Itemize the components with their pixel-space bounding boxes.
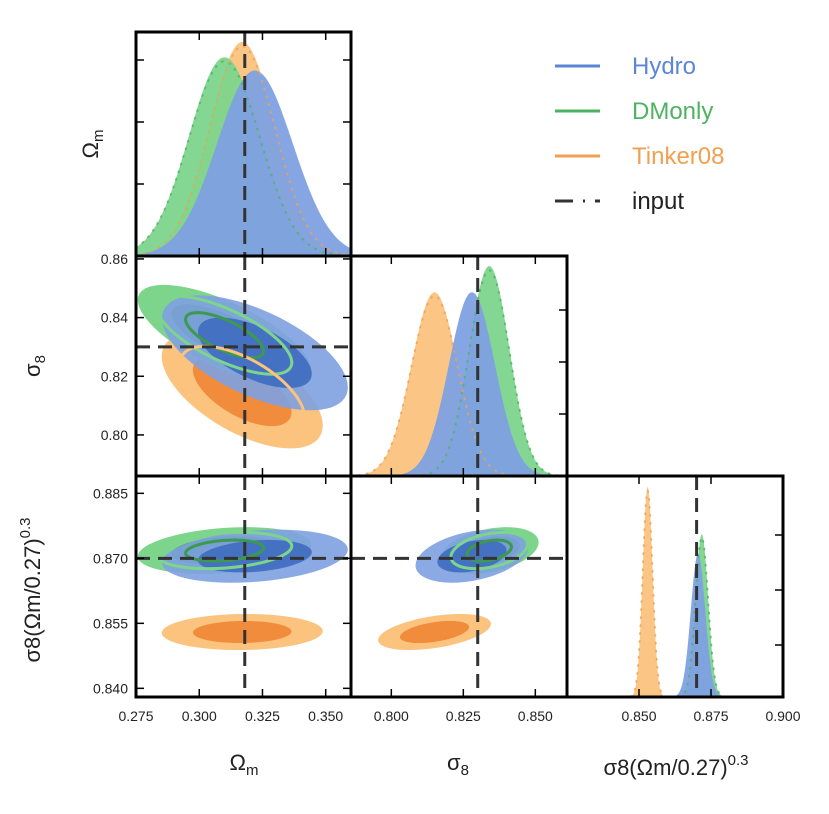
contour-line-dmonly (465, 538, 513, 563)
y-axis-title-omega-m: Ωm (78, 130, 107, 159)
density-tinker08 (567, 486, 783, 697)
y-tick-label-S8: 0.885 (93, 485, 128, 501)
legend-label-dmonly: DMonly (632, 98, 713, 125)
density-hydro (136, 70, 351, 256)
panel-2-1 (351, 476, 567, 697)
x-axis-title-omega-m-sub: m (246, 762, 259, 779)
legend-label-hydro: Hydro (632, 53, 696, 80)
density-hydro (351, 292, 567, 476)
y-tick-label-S8: 0.870 (93, 550, 128, 566)
y-axis-title-s8: σ8(Ωm/0.27)0.3 (17, 517, 45, 662)
x-axis-title-sigma8-sub: 8 (461, 762, 469, 779)
x-axis-title-s8-sup: 0.3 (728, 752, 749, 769)
contour-line-tinker08 (389, 616, 480, 648)
y-axis-title-sigma8-main: σ (20, 363, 45, 377)
density-outline-dmonly (351, 269, 567, 476)
panel-0-0 (136, 32, 351, 256)
x-tick-label-omega_m: 0.300 (182, 708, 217, 724)
density-dmonly (567, 534, 783, 697)
panel-frame (565, 474, 785, 699)
contour-line-dmonly (184, 538, 266, 563)
y-axis-title-s8-sup: 0.3 (17, 517, 34, 538)
y-axis-title-s8-main: σ8(Ωm/0.27) (20, 538, 45, 662)
contour-line-dmonly (155, 294, 294, 376)
density-dmonly (351, 266, 567, 476)
legend-label-tinker08: Tinker08 (632, 143, 724, 170)
x-tick-label-sigma8: 0.800 (374, 708, 409, 724)
contour-inner-hydro (197, 317, 312, 388)
x-tick-label-S8: 0.875 (693, 708, 728, 724)
contour-inner-tinker08 (192, 620, 292, 644)
x-tick-label-sigma8: 0.850 (518, 708, 553, 724)
y-axis-title-sigma8-sub: 8 (32, 355, 49, 363)
density-hydro (567, 553, 783, 697)
x-axis-title-sigma8-main: σ (447, 750, 461, 775)
legend-label-input: input (632, 188, 684, 215)
panel-frame (349, 474, 569, 699)
x-tick-label-sigma8: 0.825 (446, 708, 481, 724)
y-axis-title-sigma8: σ8 (20, 355, 49, 377)
contour-line-tinker08 (178, 616, 307, 648)
density-outline-tinker08 (567, 487, 783, 697)
x-tick-label-omega_m: 0.350 (308, 708, 343, 724)
x-axis-title-s8-main: σ8(Ωm/0.27) (603, 755, 727, 780)
x-tick-label-S8: 0.850 (621, 708, 656, 724)
y-tick-label-S8: 0.840 (93, 680, 128, 696)
x-axis-title-omega-m-main: Ω (230, 750, 246, 775)
panel-1-0 (136, 256, 351, 476)
density-outline-dmonly (136, 60, 351, 256)
y-tick-label-sigma8: 0.84 (101, 310, 128, 326)
legend: Hydro DMonly Tinker08 input (555, 53, 724, 215)
panel-2-0 (136, 476, 351, 697)
panel-2-2 (567, 476, 783, 697)
x-tick-label-S8: 0.900 (765, 708, 800, 724)
contour-line-tinker08 (178, 344, 307, 438)
y-tick-label-sigma8: 0.82 (101, 368, 128, 384)
y-tick-label-sigma8: 0.86 (101, 251, 128, 267)
contour-line-dmonly (155, 530, 294, 571)
y-tick-label-sigma8: 0.80 (101, 427, 128, 443)
panel-1-1 (351, 256, 567, 476)
x-tick-label-omega_m: 0.325 (245, 708, 280, 724)
panels-layer (134, 30, 785, 699)
x-axis-title-s8: σ8(Ωm/0.27)0.3 (603, 752, 748, 780)
contour-inner-tinker08 (399, 620, 470, 644)
y-axis-title-omega-m-sub: m (90, 130, 107, 143)
density-outline-tinker08 (136, 45, 351, 256)
ticks-layer: 0.275 0.300 0.325 0.350 0.800 0.825 0.850 0.850… (93, 32, 801, 724)
x-tick-label-omega_m: 0.275 (118, 708, 153, 724)
x-axis-title-omega-m: Ωm (230, 750, 259, 779)
y-tick-label-S8: 0.855 (93, 615, 128, 631)
x-axis-title-sigma8: σ8 (447, 750, 469, 779)
y-axis-title-omega-m-main: Ω (78, 142, 103, 158)
density-outline-dmonly (567, 535, 783, 697)
